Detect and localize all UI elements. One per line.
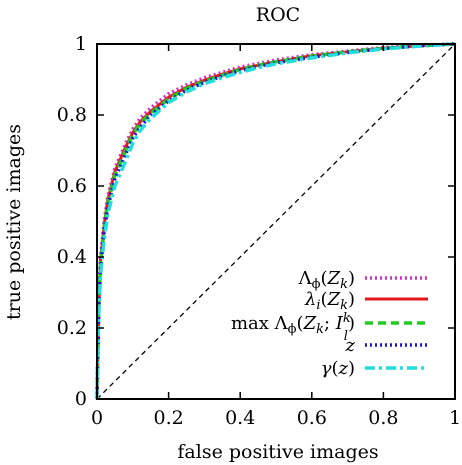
- legend-label-2: λi(Zk): [304, 289, 355, 313]
- x-tick-label: 0.4: [225, 407, 255, 429]
- legend-label-5: γ(z): [321, 358, 355, 379]
- y-tick-label: 0.2: [57, 317, 87, 339]
- plot-frame: [96, 43, 456, 400]
- legend-label-4: z: [345, 335, 356, 356]
- series-group: [95, 42, 456, 400]
- y-tick-label: 0.8: [57, 104, 87, 126]
- x-tick-label: 1: [449, 407, 461, 429]
- y-axis-label: true positive images: [3, 124, 25, 320]
- y-tick-label: 1: [75, 33, 87, 55]
- x-tick-label: 0: [91, 407, 103, 429]
- legend: Λϕ(Zk)λi(Zk)max Λϕ(Zk; Ik l)zγ(z): [231, 268, 428, 379]
- reference-diagonal-group: [96, 43, 456, 400]
- y-tick-label: 0: [75, 388, 87, 410]
- y-tick-label: 0.6: [57, 175, 87, 197]
- x-ticks: 0 0.2 0.4 0.6 0.8 1: [91, 44, 461, 429]
- series-line-5: [95, 42, 456, 400]
- x-tick-label: 0.2: [153, 407, 183, 429]
- x-tick-label: 0.6: [297, 407, 327, 429]
- legend-label-3: max Λϕ(Zk; Ik l): [231, 311, 355, 344]
- legend-label-1: Λϕ(Zk): [298, 268, 355, 292]
- x-axis-label: false positive images: [177, 441, 378, 463]
- reference-diagonal-line: [96, 43, 456, 400]
- chart-title: ROC: [256, 4, 300, 26]
- x-tick-label: 0.8: [368, 407, 398, 429]
- plot-area: [95, 42, 456, 400]
- y-tick-label: 0.4: [57, 246, 87, 268]
- y-ticks: 0 0.2 0.4 0.6 0.8 1: [57, 33, 455, 410]
